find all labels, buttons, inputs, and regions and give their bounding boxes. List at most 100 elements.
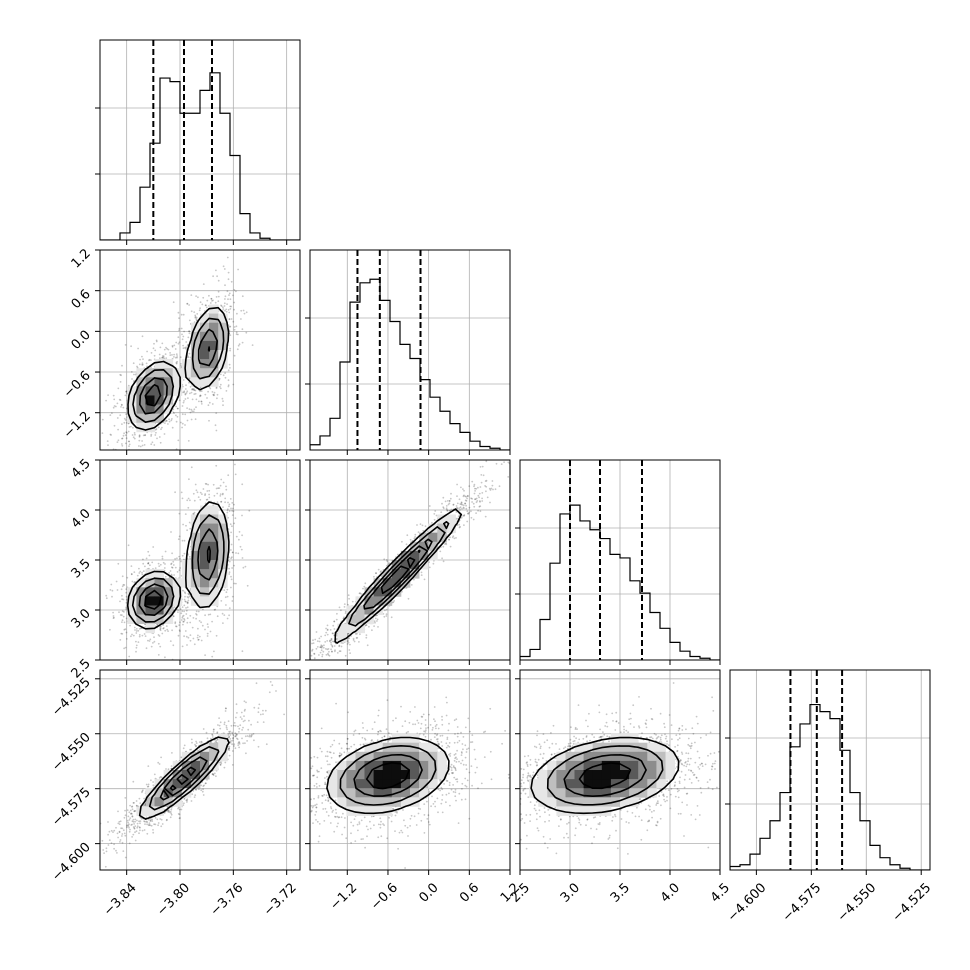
sample-point [235,582,237,585]
sample-point [485,479,488,482]
sample-point [238,538,240,541]
sample-point [116,441,119,443]
sample-point [234,473,237,476]
sample-point [155,340,158,343]
sample-point [173,606,176,608]
sample-point [158,436,161,438]
density-cell [154,569,164,579]
sample-point [336,652,339,654]
sample-point [125,591,128,594]
sample-point [218,378,221,380]
sample-point [329,639,331,642]
sample-point [168,418,171,421]
sample-point [358,641,360,643]
sample-point [449,545,452,548]
sample-point [231,514,234,516]
sample-point [470,497,472,500]
sample-point [359,633,361,636]
sample-point [195,610,198,613]
density-cell [200,569,210,579]
sample-point [365,636,368,639]
density-cell [127,395,137,405]
sample-point [302,680,304,682]
sample-point [161,555,164,558]
sample-point [169,352,172,354]
sample-point [187,397,189,399]
panel-frame [99,249,301,451]
sample-point [138,445,140,447]
sample-point [320,635,322,638]
sample-point [142,570,145,572]
sample-point [474,498,477,500]
sample-point [471,480,474,483]
sample-point [320,649,323,652]
sample-point [407,597,410,600]
panel-1-1 [305,249,511,455]
sample-point [213,391,216,394]
density-cell [200,377,210,387]
sample-point [182,335,185,338]
sample-point [121,585,124,588]
sample-point [125,431,128,434]
density-cell [209,377,219,387]
sample-point [220,500,223,503]
sample-point [330,643,333,646]
sample-point [178,341,181,344]
sample-point [163,433,166,435]
sample-point [138,635,141,638]
sample-point [229,308,232,310]
sample-point [139,461,141,463]
sample-point [196,313,199,315]
sample-point [181,616,184,619]
sample-point [380,570,382,572]
sample-point [162,355,165,358]
sample-point [447,503,450,506]
sample-point [238,343,241,346]
sample-point [228,614,231,617]
sample-point [153,640,156,643]
sample-point [173,344,176,347]
sample-point [460,502,463,504]
sample-point [158,635,161,637]
sample-point [159,627,162,629]
sample-point [211,391,214,393]
sample-point [320,645,323,648]
sample-point [174,348,177,350]
sample-point [128,440,131,443]
sample-point [215,487,218,490]
sample-point [179,567,182,569]
sample-point [325,653,328,656]
sample-point [457,515,460,518]
sample-point [181,405,184,407]
sample-point [155,431,157,434]
sample-point [231,551,234,554]
sample-point [183,598,186,601]
density-cell [200,313,210,324]
sample-point [206,299,209,302]
sample-point [228,363,231,366]
sample-point [481,500,484,502]
sample-point [229,305,232,308]
sample-point [159,346,162,349]
sample-point [235,333,238,336]
sample-point [432,562,435,565]
sample-point [230,586,232,589]
sample-point [116,417,119,419]
sample-point [338,644,341,647]
sample-point [315,647,318,650]
sample-point [231,595,234,598]
sample-point [183,620,185,623]
sample-point [198,620,201,622]
sample-point [141,335,144,338]
sample-point [348,637,351,640]
sample-point [269,707,271,709]
sample-point [346,643,349,645]
sample-point [221,612,224,615]
sample-point [143,633,146,635]
sample-point [138,628,141,630]
sample-point [500,463,503,465]
sample-point [237,268,240,271]
sample-point [161,426,163,429]
sample-point [162,357,164,359]
sample-point [456,495,458,497]
